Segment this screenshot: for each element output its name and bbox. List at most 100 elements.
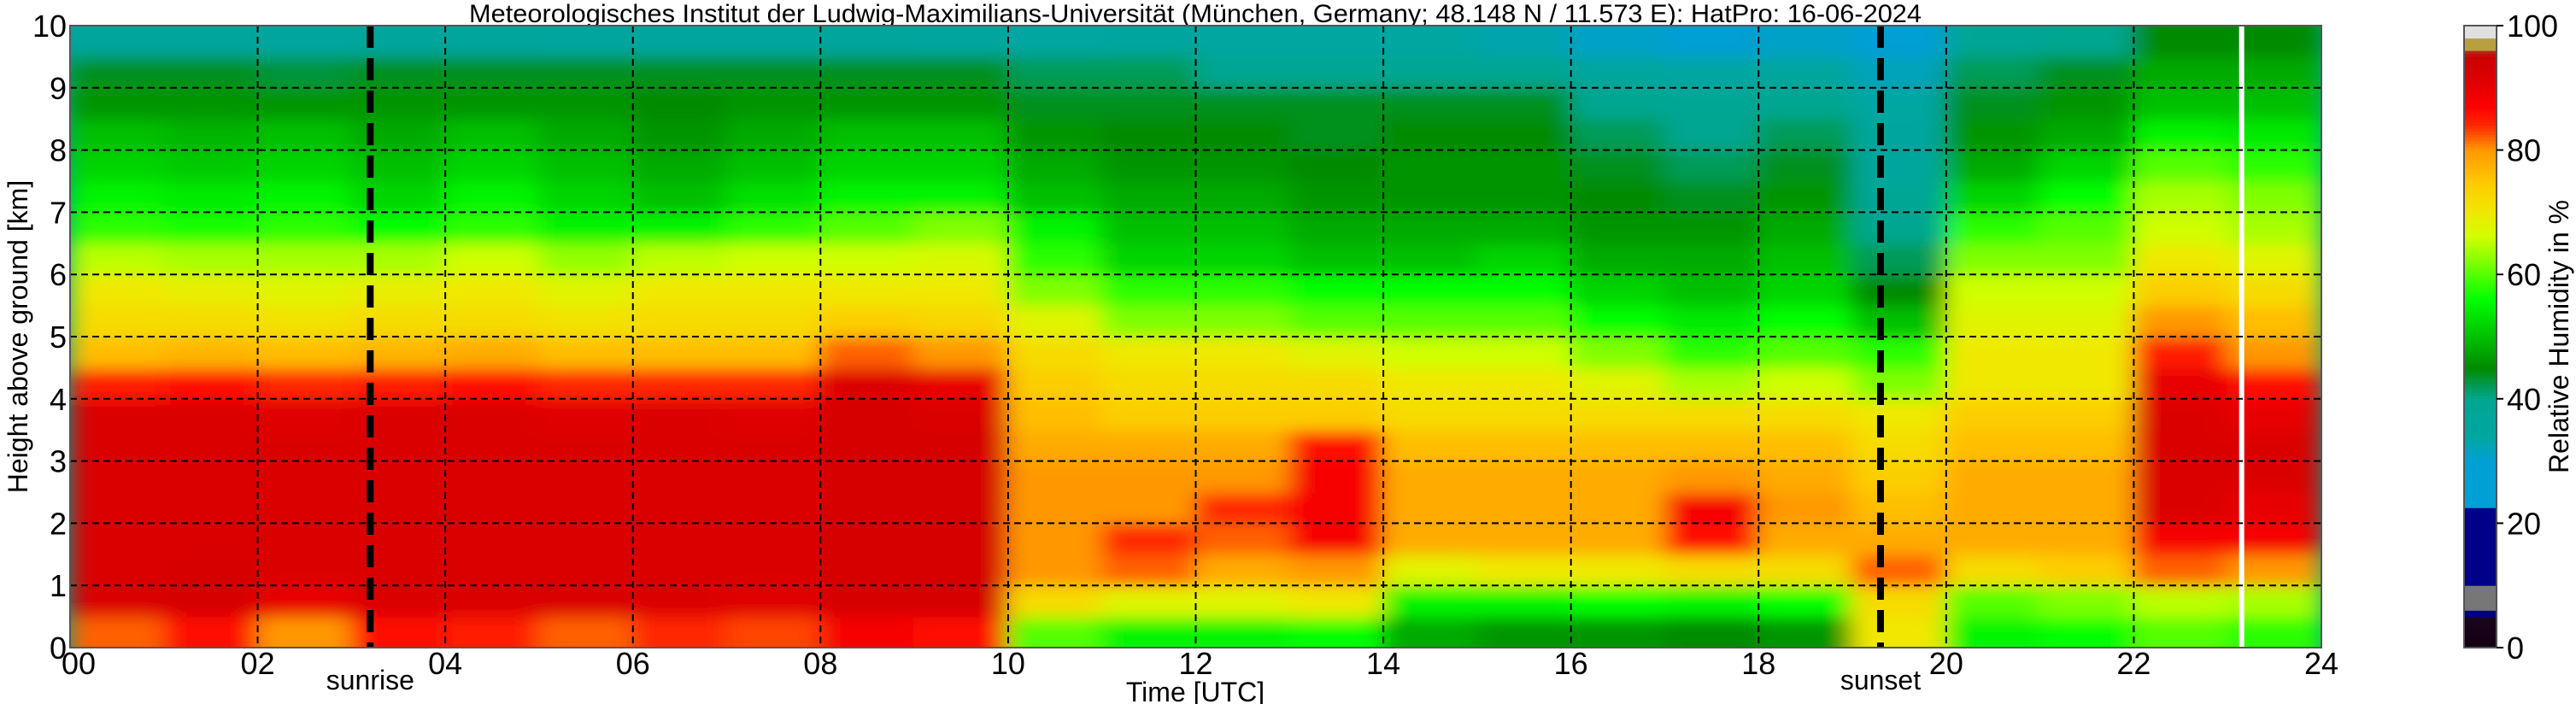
heatmap-cell	[350, 242, 447, 276]
colorbar-segment	[2464, 218, 2497, 222]
colorbar-segment	[2464, 230, 2497, 235]
heatmap-cell	[1006, 491, 1103, 525]
heatmap-cell	[1570, 242, 1666, 276]
heatmap-cell	[70, 273, 165, 307]
colorbar-segment	[2464, 72, 2497, 76]
heatmap-cell	[631, 522, 728, 555]
heatmap-cell	[2039, 242, 2135, 276]
heatmap-cell	[537, 584, 634, 618]
colorbar-segment	[2464, 361, 2497, 366]
heatmap-cell	[537, 460, 634, 493]
heatmap-cell	[1757, 86, 1854, 120]
heatmap-cell	[913, 149, 1009, 182]
colorbar-segment	[2464, 78, 2497, 83]
heatmap-cell	[2039, 367, 2135, 400]
heatmap-cell	[537, 118, 634, 151]
colorbar-segment	[2464, 305, 2497, 309]
heatmap-cell	[1382, 615, 1478, 648]
heatmap-cell	[444, 26, 540, 58]
heatmap-cell	[70, 56, 165, 89]
colorbar-segment	[2464, 476, 2497, 480]
colorbar-segment	[2464, 569, 2497, 574]
heatmap-cell	[1851, 584, 1947, 618]
colorbar-segment	[2464, 227, 2497, 232]
heatmap-cell	[1194, 149, 1291, 182]
heatmap-cell	[1757, 304, 1854, 337]
heatmap-cell	[1664, 522, 1760, 555]
heatmap-cell	[162, 26, 259, 58]
colorbar-segment	[2464, 298, 2497, 303]
heatmap-cell	[1006, 56, 1103, 89]
heatmap-cell	[1194, 242, 1291, 276]
heatmap-cell	[1570, 397, 1666, 431]
heatmap-cell	[1570, 118, 1666, 151]
colorbar-segment	[2464, 423, 2497, 428]
heatmap-cell	[2039, 86, 2135, 120]
colorbar-segment	[2464, 264, 2497, 269]
colorbar-segment	[2464, 239, 2497, 244]
colorbar-segment	[2464, 541, 2497, 546]
heatmap-cell	[1382, 211, 1478, 244]
colorbar-segment	[2464, 355, 2497, 359]
colorbar-segment	[2464, 457, 2497, 462]
colorbar-segment	[2464, 544, 2497, 549]
heatmap-cell	[1194, 211, 1291, 244]
heatmap-cell	[1100, 211, 1197, 244]
colorbar-segment	[2464, 46, 2497, 51]
heatmap-cell	[1006, 304, 1103, 337]
colorbar-segment	[2464, 531, 2497, 537]
heatmap-cell	[444, 273, 540, 307]
heatmap-cell	[1851, 615, 1947, 648]
colorbar-segment	[2464, 323, 2497, 328]
x-tick-label: 02	[241, 646, 275, 681]
heatmap-cell	[725, 56, 822, 89]
heatmap-cell	[725, 522, 822, 555]
heatmap-cell	[1288, 397, 1385, 431]
heatmap-cell	[350, 118, 447, 151]
heatmap-cell	[819, 180, 916, 214]
heatmap-cell	[1664, 553, 1760, 587]
colorbar-tick-label: 80	[2507, 133, 2541, 168]
heatmap-cell	[913, 211, 1009, 244]
heatmap-cell	[2039, 211, 2135, 244]
heatmap-cell	[1006, 460, 1103, 493]
heatmap-cell	[162, 553, 259, 587]
heatmap-cell	[913, 367, 1009, 400]
heatmap-cell	[1006, 615, 1103, 648]
heatmap-cell	[1100, 56, 1197, 89]
heatmap-cell	[444, 242, 540, 276]
heatmap-cell	[1382, 86, 1478, 120]
heatmap-cell	[1006, 149, 1103, 182]
heatmap-cell	[1006, 336, 1103, 369]
heatmap-cell	[1382, 522, 1478, 555]
heatmap-cell	[1382, 429, 1478, 462]
colorbar-segment	[2464, 155, 2497, 161]
heatmap-cell	[162, 242, 259, 276]
colorbar-segment	[2464, 184, 2497, 188]
heatmap-cell	[70, 367, 165, 400]
colorbar-segment	[2464, 186, 2497, 191]
heatmap-cell	[1664, 367, 1760, 400]
heatmap-cell	[1757, 429, 1854, 462]
y-tick-label: 10	[32, 9, 67, 44]
colorbar-segment	[2464, 44, 2497, 48]
heatmap-cell	[1664, 26, 1760, 58]
heatmap-cell	[1851, 491, 1947, 525]
heatmap-cell	[725, 615, 822, 648]
heatmap-cell	[1100, 397, 1197, 431]
colorbar-segment	[2464, 28, 2497, 32]
heatmap-cell	[1288, 211, 1385, 244]
colorbar-segment	[2464, 106, 2497, 110]
heatmap-cell	[913, 273, 1009, 307]
x-tick-label: 14	[1366, 646, 1400, 681]
colorbar-segment	[2464, 637, 2497, 642]
heatmap-cell	[1476, 180, 1572, 214]
heatmap-cell	[70, 397, 165, 431]
colorbar-segment	[2464, 53, 2497, 57]
heatmap-cell	[537, 56, 634, 89]
heatmap-cell	[1851, 56, 1947, 89]
heatmap-cell	[1757, 460, 1854, 493]
heatmap-cell	[256, 584, 353, 618]
sunrise-label: sunrise	[326, 665, 414, 695]
heatmap-cell	[444, 56, 540, 89]
